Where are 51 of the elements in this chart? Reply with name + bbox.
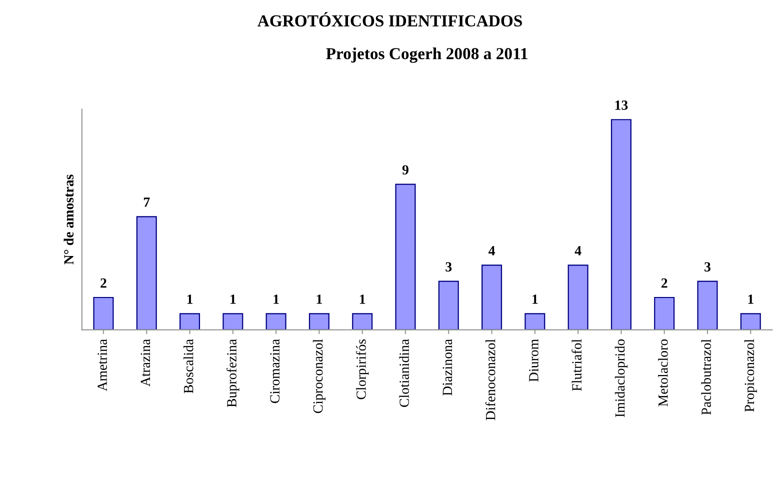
x-tick-label: Paclobutrazol xyxy=(701,339,711,415)
bar xyxy=(136,216,157,330)
x-tick-label: Flutriafol xyxy=(572,339,582,391)
x-tick-label: Boscalida xyxy=(183,339,194,394)
data-label: 1 xyxy=(187,294,193,304)
data-label: 1 xyxy=(360,294,366,304)
x-tick-label: Metolacloro xyxy=(658,339,668,406)
bar xyxy=(266,313,286,330)
bar xyxy=(308,313,330,330)
bar xyxy=(482,264,502,330)
x-tick-label: Diurom xyxy=(529,339,538,382)
bar xyxy=(438,280,459,330)
bar xyxy=(654,296,675,330)
data-label: 1 xyxy=(748,294,754,304)
bar xyxy=(568,264,588,330)
bar xyxy=(222,313,244,330)
bar xyxy=(395,184,416,330)
bar xyxy=(740,313,761,330)
x-tick-label: Ciproconazol xyxy=(312,339,326,414)
data-label: 1 xyxy=(316,294,322,304)
x-tick-label: Propiconazol xyxy=(744,339,757,412)
x-tick-label: Ametrina xyxy=(98,339,107,392)
x-tick-label: Atrazina xyxy=(140,339,150,387)
chart-subtitle: Projetos Cogerh 2008 a 2011 xyxy=(326,48,528,63)
data-label: 3 xyxy=(704,262,710,272)
x-tick-label: Buprofezina xyxy=(226,339,240,408)
chart-title: AGROTÓXICOS IDENTIFICADOS xyxy=(258,12,522,26)
x-tick-label: Ciromazina xyxy=(270,339,280,404)
data-label: 7 xyxy=(144,198,150,207)
data-label: 2 xyxy=(100,278,106,288)
bar xyxy=(697,280,718,330)
bar xyxy=(93,296,114,330)
x-tick-label: Clorpirifós xyxy=(356,339,369,400)
data-label: 3 xyxy=(446,262,452,272)
data-label: 4 xyxy=(574,246,582,256)
bar xyxy=(610,119,632,330)
bar xyxy=(179,313,200,330)
y-axis-title: N° de amostras xyxy=(64,174,74,264)
data-label: 1 xyxy=(230,294,236,304)
x-tick-label: Imidacloprido xyxy=(614,339,628,418)
data-label: 9 xyxy=(402,165,408,175)
data-label: 4 xyxy=(488,246,495,256)
data-label: 2 xyxy=(661,278,668,288)
data-label: 1 xyxy=(532,294,538,304)
x-tick-label: Diazinona xyxy=(442,339,452,396)
data-label: 1 xyxy=(274,294,279,304)
data-label: 13 xyxy=(615,100,628,110)
x-tick-label: Clotianidina xyxy=(399,339,409,407)
bar xyxy=(352,313,373,330)
x-tick-label: Difenoconazol xyxy=(485,339,496,420)
bar xyxy=(524,313,546,330)
